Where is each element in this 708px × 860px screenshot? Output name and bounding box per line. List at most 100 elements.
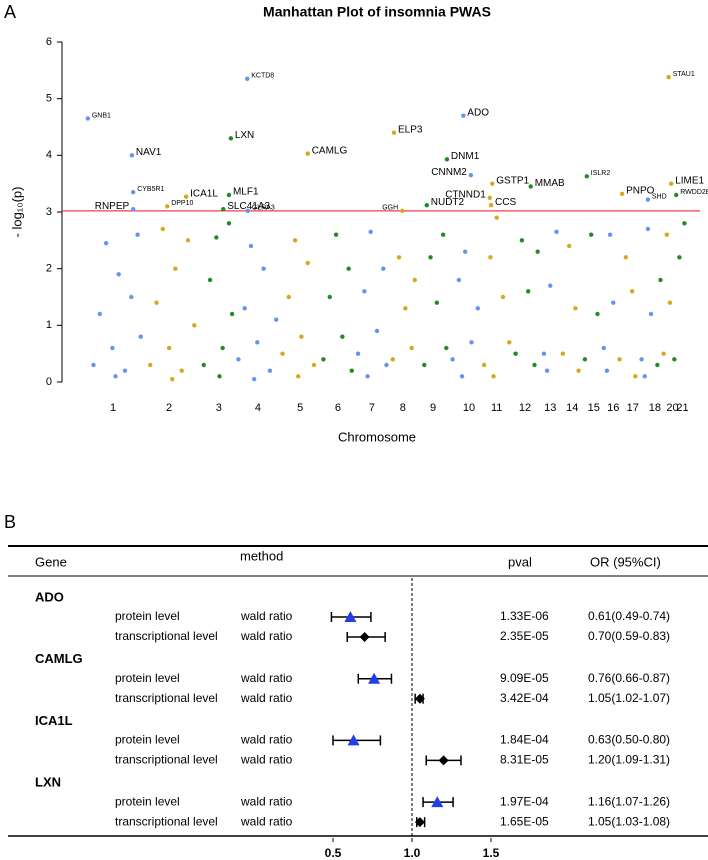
column-header: Gene [35,554,67,569]
panel-label: B [4,512,16,532]
gene-label: GGH [382,205,398,212]
pval: 3.42E-04 [500,691,549,705]
x-tick-label: 0.5 [325,846,342,860]
point [667,300,673,305]
x-tick-label: 4 [255,402,261,414]
point [242,306,247,311]
gene-label: GNB1 [92,112,111,119]
x-tick-label: 21 [676,402,688,414]
point [384,362,389,368]
pval: 1.65E-05 [500,814,549,828]
point [475,306,480,311]
x-tick-label: 13 [544,402,556,414]
point [365,374,370,379]
point [91,362,96,368]
gene-name: ICA1L [35,713,73,728]
point [368,229,373,235]
or-label: 1.05(1.03-1.08) [588,814,670,828]
point [682,221,687,226]
or-label: 0.61(0.49-0.74) [588,609,670,623]
x-tick-label: 9 [430,402,436,414]
level: protein level [115,671,180,685]
or-marker [414,817,425,828]
point [248,243,254,249]
point [346,266,351,271]
point [463,249,468,254]
gene-label: ADO [467,107,489,118]
y-tick-label: 4 [46,149,52,161]
point [642,374,647,379]
gene-label: PNPO [626,186,655,197]
highlight-point [305,151,310,156]
column-header: OR (95%CI) [590,554,661,569]
panel-label: A [4,2,16,22]
highlight-point [488,203,494,208]
x-tick-label: 12 [519,402,531,414]
point [390,357,395,362]
point [532,362,537,368]
point [160,226,165,232]
gene-label: ELP3 [398,124,423,135]
y-axis-title: - log₁₀(p) [9,187,24,238]
x-axis-title: Chromosome [338,429,416,444]
y-tick-label: 2 [46,263,52,275]
column-header: method [240,548,283,563]
point [582,357,588,362]
point [488,255,493,260]
point [513,351,518,356]
point [135,232,140,237]
or-marker [359,632,370,642]
pval: 1.97E-04 [500,794,549,808]
highlight-point [245,208,251,214]
point [607,232,613,237]
point [639,357,644,362]
point [450,357,455,362]
gene-label: NUDT2 [431,197,465,208]
point [491,374,496,379]
point [201,362,206,368]
x-tick-label: 3 [216,402,222,414]
point [672,357,677,362]
x-tick-label: 18 [649,402,661,414]
point [381,266,386,271]
pval: 1.84E-04 [500,733,549,747]
highlight-point [487,195,492,201]
point [469,340,474,345]
point [573,306,578,311]
point [566,243,572,249]
highlight-point [400,208,405,214]
or-label: 1.16(1.07-1.26) [588,794,670,808]
point [481,362,487,368]
gene-label: CCS [495,197,516,208]
gene-label: CYB5R1 [137,186,164,193]
point [645,226,651,232]
point [299,334,304,339]
point [396,255,402,260]
level: transcriptional level [115,629,218,643]
point [170,376,175,382]
point [611,300,616,305]
pval: 8.31E-05 [500,753,549,767]
gene-label: DNM1 [451,151,480,162]
gene-name: ADO [35,589,64,604]
gene-label: NAV1 [136,147,162,158]
highlight-point [528,184,533,189]
or-marker [344,611,357,622]
point [327,294,332,300]
point [440,232,446,237]
method: wald ratio [240,671,293,685]
y-tick-label: 5 [46,93,52,105]
highlight-point [461,113,466,118]
highlight-point [245,76,250,82]
point [422,362,427,368]
point [355,351,361,356]
point [110,345,115,351]
point [403,306,408,311]
highlight-point [424,203,429,208]
point [604,368,610,373]
highlight-point [228,136,234,141]
point [459,374,465,379]
x-tick-label: 1.5 [483,846,500,860]
highlight-point [221,206,226,212]
point [629,289,635,294]
